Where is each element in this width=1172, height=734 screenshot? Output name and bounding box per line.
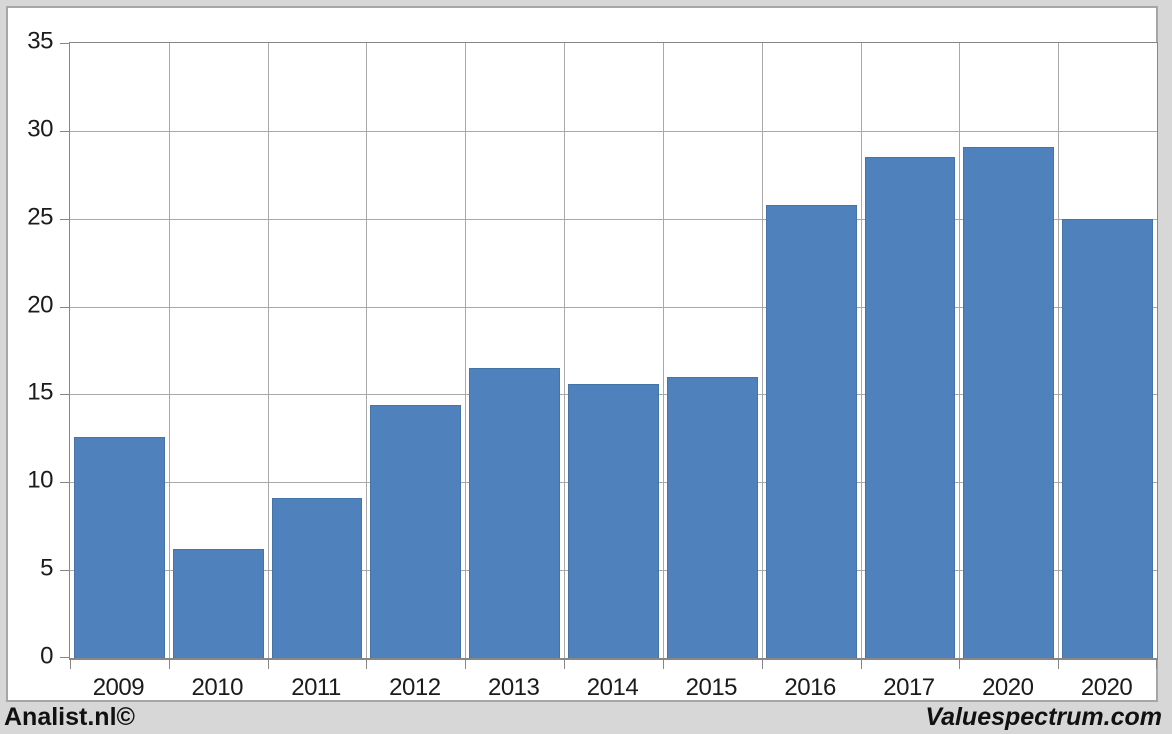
bar <box>963 146 1055 658</box>
x-tick <box>1156 660 1157 669</box>
y-tick <box>60 306 70 308</box>
x-tick <box>1058 660 1060 669</box>
bar <box>469 368 561 658</box>
x-tick <box>564 660 566 669</box>
y-tick <box>60 570 70 572</box>
chart-panel: 0 5 10 15 20 25 30 35 2009 2010 2011 2012 2013 2014 2… <box>6 6 1158 702</box>
x-tick <box>366 660 368 669</box>
x-tick <box>267 660 269 669</box>
bar <box>568 383 659 658</box>
x-tick <box>662 660 664 669</box>
x-axis-label: 2011 <box>291 674 341 701</box>
x-axis-label: 2014 <box>586 674 639 701</box>
bar <box>765 204 857 658</box>
v-gridline <box>168 43 170 658</box>
x-axis-label: 2020 <box>1080 674 1133 701</box>
x-tick <box>465 660 467 669</box>
v-gridline <box>564 43 566 658</box>
bar <box>1062 218 1153 658</box>
x-axis: 2009 2010 2011 2012 2013 2014 2015 2016 2017 2020… <box>69 662 1158 706</box>
v-gridline <box>1058 43 1060 658</box>
x-axis-label: 2009 <box>92 674 145 701</box>
v-gridline <box>465 43 467 658</box>
x-axis-label: 2012 <box>389 674 441 701</box>
bar <box>370 404 462 658</box>
y-axis-label: 30 <box>27 115 53 143</box>
x-axis-label: 2016 <box>784 674 836 701</box>
y-axis-label: 0 <box>40 642 53 670</box>
bar <box>172 549 264 658</box>
v-gridline <box>860 43 862 658</box>
y-axis-label: 25 <box>27 203 53 231</box>
y-tick <box>60 657 70 658</box>
x-axis-label: 2015 <box>685 674 738 701</box>
bar <box>864 157 956 658</box>
bar <box>666 376 758 658</box>
y-axis-label: 15 <box>27 378 53 406</box>
y-axis-label: 20 <box>27 291 53 319</box>
x-tick <box>959 660 961 669</box>
x-tick <box>761 660 763 669</box>
x-axis-label: 2013 <box>487 674 540 701</box>
h-gridline <box>70 306 1157 308</box>
y-tick <box>60 482 70 484</box>
y-axis-label: 5 <box>40 554 53 582</box>
x-tick <box>168 660 170 669</box>
footer-bar: Analist.nl© Valuespectrum.com <box>0 702 1172 734</box>
v-gridline <box>662 43 664 658</box>
x-axis-label: 2017 <box>883 674 935 701</box>
y-tick <box>60 218 70 220</box>
h-gridline <box>70 218 1157 220</box>
h-gridline <box>70 130 1157 132</box>
x-axis-label: 2010 <box>191 674 244 701</box>
v-gridline <box>959 43 961 658</box>
y-tick <box>60 130 70 132</box>
valuespectrum-brand: Valuespectrum.com <box>925 703 1162 731</box>
y-axis-label: 35 <box>27 27 53 55</box>
y-tick <box>60 394 70 396</box>
bar <box>271 498 363 658</box>
plot-area <box>60 42 1158 669</box>
v-gridline <box>366 43 368 658</box>
x-axis-label: 2020 <box>982 674 1034 701</box>
y-axis: 0 5 10 15 20 25 30 35 <box>8 29 69 668</box>
analist-brand: Analist.nl© <box>4 703 135 731</box>
v-gridline <box>761 43 763 658</box>
x-tick <box>860 660 862 669</box>
y-axis-label: 10 <box>27 466 53 494</box>
y-tick <box>60 43 70 44</box>
bar <box>74 436 165 658</box>
v-gridline <box>267 43 269 658</box>
x-tick <box>70 660 71 669</box>
